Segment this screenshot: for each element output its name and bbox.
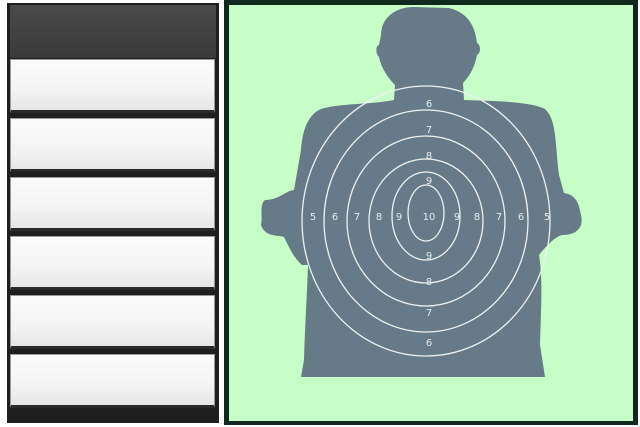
- ring-label: 9: [396, 212, 402, 223]
- ring-label: 5: [310, 212, 316, 223]
- sidebar-slot-5[interactable]: [10, 295, 215, 349]
- ring-label: 8: [426, 277, 432, 288]
- ring-label-center: 10: [423, 212, 436, 223]
- ring-9-inner: [391, 171, 461, 261]
- ring-6: [301, 85, 551, 357]
- ring-label: 9: [426, 251, 432, 262]
- side-panel: [7, 3, 219, 423]
- ring-8: [346, 135, 506, 307]
- ring-label: 8: [474, 212, 480, 223]
- sidebar-slot-2[interactable]: [10, 118, 215, 172]
- ring-label: 8: [426, 151, 432, 162]
- ring-9: [368, 158, 484, 284]
- ring-label: 7: [496, 212, 502, 223]
- shooting-target-area[interactable]: 6 7 8 9 10 9 8 7 6 5 6 7 8 9 9 8: [229, 5, 633, 421]
- ring-label: 7: [426, 308, 432, 319]
- sidebar-slot-4[interactable]: [10, 236, 215, 290]
- ring-label: 7: [426, 125, 432, 136]
- ring-label: 7: [354, 212, 360, 223]
- ring-label: 8: [376, 212, 382, 223]
- sidebar-slot-6[interactable]: [10, 354, 215, 408]
- ring-label: 9: [426, 176, 432, 187]
- silhouette-body-icon: [261, 7, 582, 377]
- silhouette-target[interactable]: 6 7 8 9 10 9 8 7 6 5 6 7 8 9 9 8: [229, 5, 633, 421]
- ring-label: 5: [544, 212, 550, 223]
- ring-label: 6: [426, 99, 432, 110]
- sidebar-slot-1[interactable]: [10, 59, 215, 113]
- ring-label: 6: [332, 212, 338, 223]
- sidebar-slot-3[interactable]: [10, 177, 215, 231]
- ring-label: 6: [426, 338, 432, 349]
- side-panel-header: [10, 5, 216, 58]
- ring-7: [323, 109, 529, 333]
- ring-10: [407, 184, 445, 242]
- ring-label: 9: [454, 212, 460, 223]
- ring-label: 6: [518, 212, 524, 223]
- target-panel: 6 7 8 9 10 9 8 7 6 5 6 7 8 9 9 8: [224, 0, 638, 425]
